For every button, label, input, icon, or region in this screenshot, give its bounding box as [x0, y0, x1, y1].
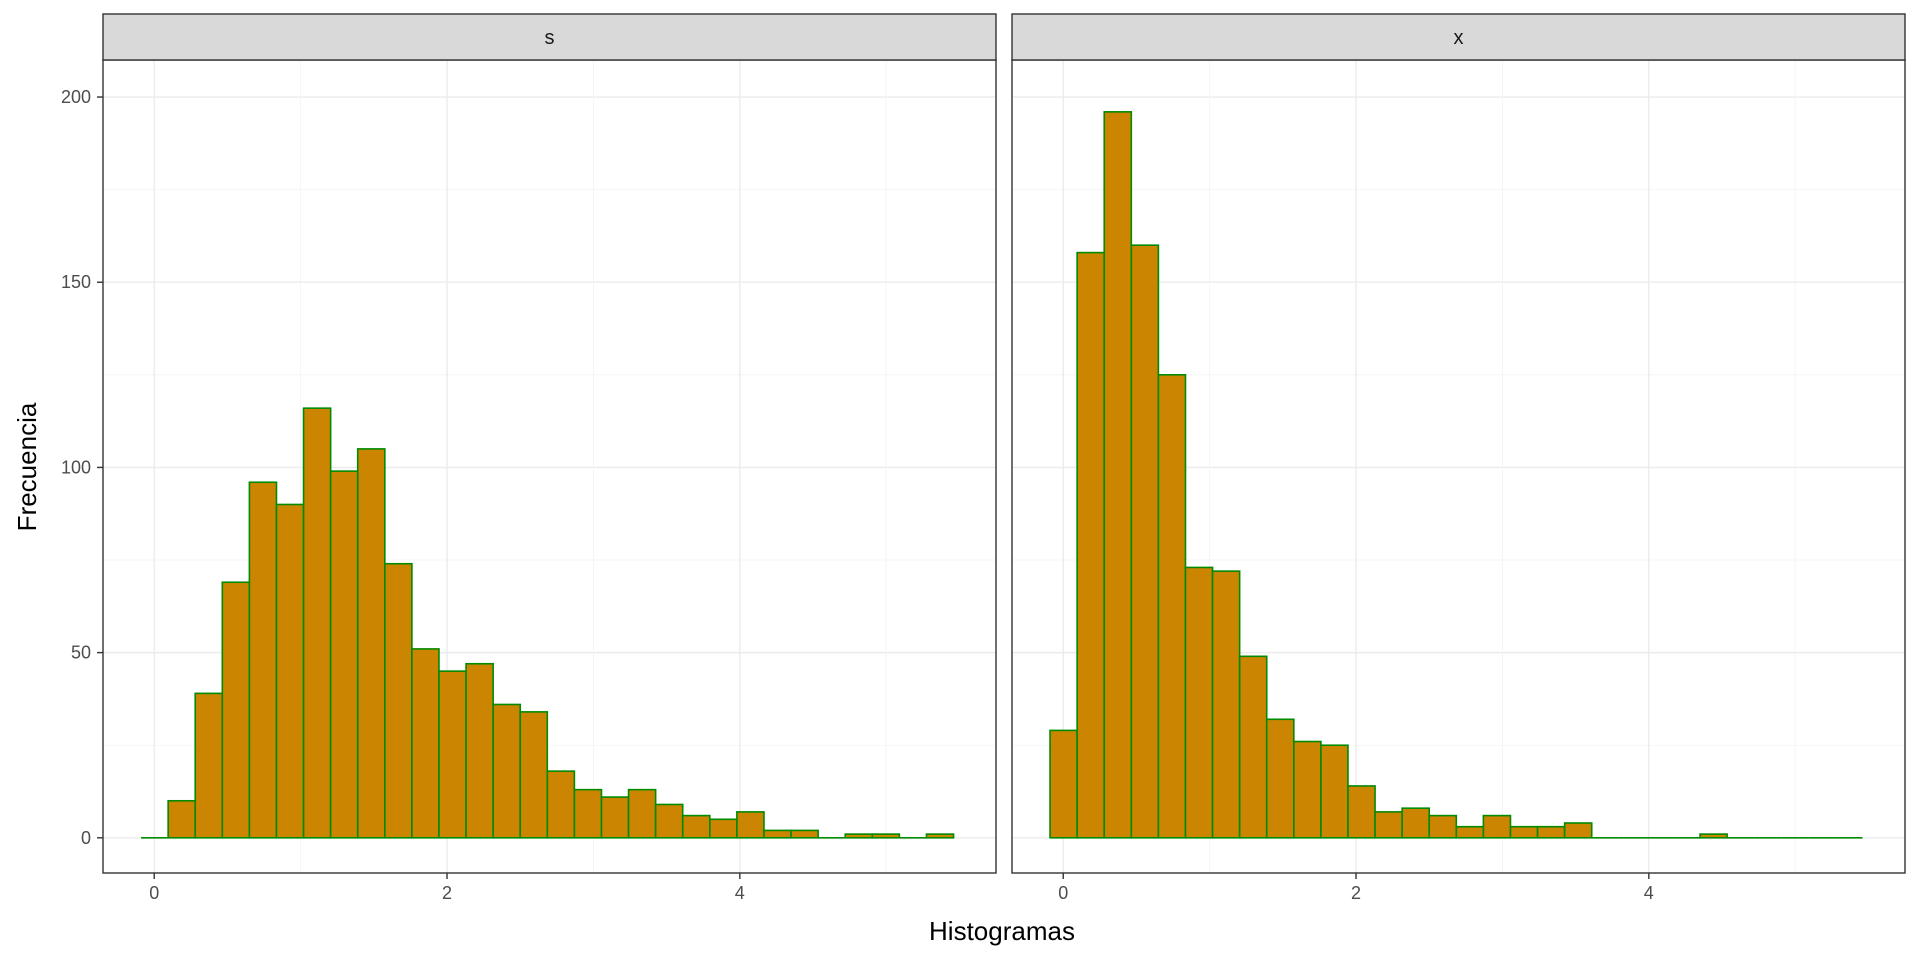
histogram-bar	[681, 814, 711, 839]
histogram-bar	[221, 581, 251, 839]
y-tick-label: 100	[61, 457, 91, 477]
histogram-bar	[1157, 374, 1187, 839]
histogram-bar	[1374, 811, 1403, 839]
histogram-bar	[1455, 825, 1485, 839]
x-tick-label: 0	[149, 883, 159, 903]
y-axis-title: Frecuencia	[12, 402, 42, 531]
histogram-bar	[519, 711, 549, 839]
facet-strip-label: s	[545, 27, 555, 49]
y-tick-label: 150	[61, 272, 91, 292]
histogram-bar	[1347, 785, 1376, 839]
histogram-bar	[1563, 822, 1593, 839]
histogram-bar	[411, 648, 440, 839]
histogram-bar	[1103, 111, 1133, 839]
histogram-bar	[546, 770, 576, 839]
histogram-bar	[356, 448, 386, 839]
histogram-bar	[492, 703, 522, 839]
histogram-bar	[763, 829, 792, 839]
facet-panel-x: x 0 2 4	[1011, 13, 1906, 903]
histogram-bar	[1699, 833, 1728, 839]
y-tick-label: 0	[81, 828, 91, 848]
histogram-bar	[736, 811, 765, 839]
histogram-bar	[627, 788, 657, 839]
histogram-bar	[275, 503, 305, 839]
y-tick-label: 200	[61, 87, 91, 107]
histogram-bar	[194, 692, 224, 839]
histogram-bar	[709, 818, 738, 839]
histogram-bar	[844, 833, 874, 839]
x-tick-label: 2	[1351, 883, 1361, 903]
x-tick-label: 4	[1644, 883, 1654, 903]
histogram-bar	[1184, 566, 1214, 839]
x-tick-label: 4	[735, 883, 745, 903]
histogram-bar	[1293, 740, 1322, 839]
histogram-bar	[1049, 729, 1078, 839]
histogram-bar	[1536, 825, 1566, 839]
histogram-bar	[925, 833, 955, 839]
histogram-bar	[1130, 244, 1160, 839]
histogram-bar	[438, 670, 467, 839]
facet-strip-label: x	[1454, 27, 1464, 49]
histogram-bar	[1482, 814, 1512, 839]
histogram-bar	[1265, 718, 1295, 839]
facet-panel-s: s 0 2 4 0 50 100 150 200	[61, 13, 997, 903]
x-tick-label: 0	[1058, 883, 1068, 903]
x-tick-label: 2	[442, 883, 452, 903]
y-tick-label: 50	[71, 643, 91, 663]
histogram-bar	[465, 662, 494, 839]
facet-strip	[102, 13, 997, 61]
histogram-bar	[1428, 814, 1458, 839]
histogram-bar	[248, 481, 278, 839]
histogram-bar	[1211, 570, 1241, 839]
histogram-bar	[1320, 744, 1349, 839]
facet-strip	[1011, 13, 1906, 61]
x-axis-title: Histogramas	[929, 916, 1075, 946]
histogram-bar	[573, 788, 603, 839]
histogram-bar	[600, 796, 630, 839]
histogram-bar	[1509, 825, 1539, 839]
histogram-bar	[302, 407, 332, 839]
histogram-bar	[1076, 251, 1106, 839]
histogram-bar	[384, 562, 413, 839]
histogram-bar	[871, 833, 901, 839]
histogram-bar	[329, 470, 359, 839]
histogram-bar	[167, 799, 197, 839]
histogram-bar	[1401, 807, 1431, 839]
histogram-bar	[1238, 655, 1268, 839]
histogram-bar	[654, 803, 684, 839]
histogram-bar	[790, 829, 819, 839]
